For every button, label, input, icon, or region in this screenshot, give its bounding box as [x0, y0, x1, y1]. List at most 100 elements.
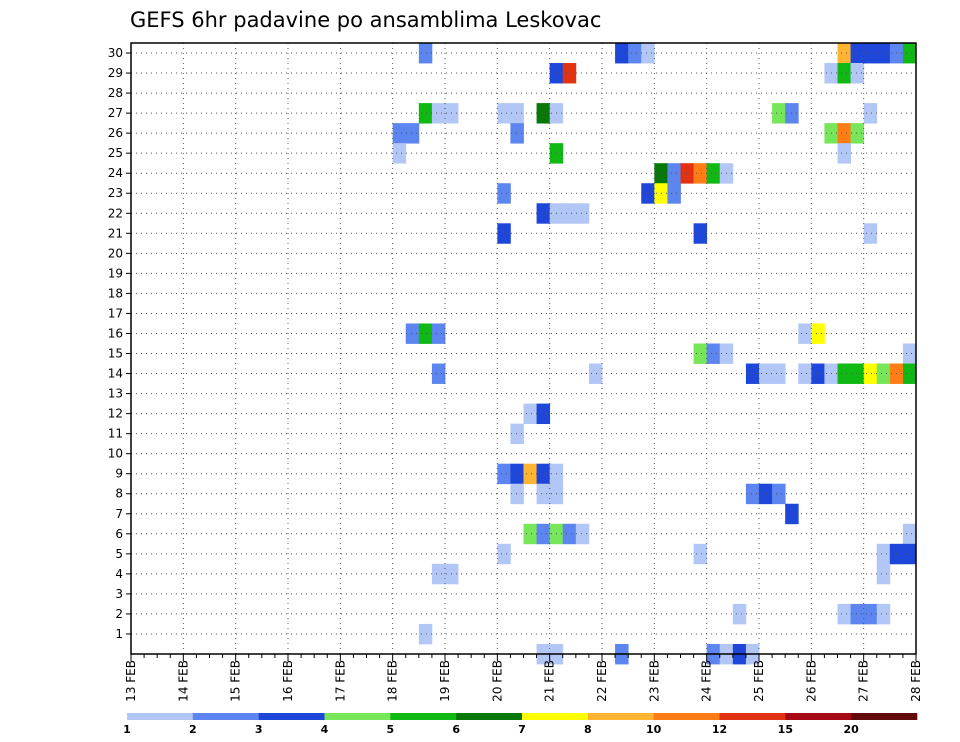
y-tick-label: 11	[108, 427, 123, 441]
heatmap-cell	[850, 123, 865, 144]
y-tick-label: 23	[108, 186, 123, 200]
x-tick-label: 26 FEB	[804, 660, 818, 702]
heatmap-cell	[667, 163, 681, 184]
heatmap-cell	[876, 603, 891, 625]
heatmap-cell	[811, 363, 825, 384]
heatmap-cell	[693, 543, 708, 565]
x-tick-label: 18 FEB	[386, 660, 400, 702]
y-tick-label: 27	[108, 106, 123, 120]
y-tick-label: 19	[108, 266, 123, 280]
legend-swatch	[851, 713, 918, 720]
heatmap-cell	[850, 363, 865, 384]
heatmap-cell	[510, 483, 524, 505]
heatmap-cell	[837, 63, 851, 84]
heatmap-cell	[497, 183, 511, 204]
y-tick-label: 13	[108, 387, 123, 401]
heatmap-cell	[837, 43, 851, 64]
heatmap-cell	[837, 143, 851, 164]
legend-label: 6	[452, 723, 460, 736]
legend-swatch	[522, 713, 589, 720]
legend-swatch	[456, 713, 523, 720]
x-tick-label: 22 FEB	[595, 660, 609, 702]
y-tick-label: 17	[108, 306, 123, 320]
y-tick-label: 25	[108, 146, 123, 160]
legend-swatch	[785, 713, 852, 720]
heatmap-cell	[405, 323, 420, 344]
heatmap-cell	[431, 323, 446, 344]
legend-swatch	[127, 713, 194, 720]
heatmap-cell	[863, 223, 878, 244]
y-tick-label: 24	[108, 166, 123, 180]
heatmap-cell	[772, 103, 786, 124]
legend-label: 8	[584, 723, 592, 736]
x-tick-label: 28 FEB	[909, 660, 923, 702]
heatmap-cell	[693, 163, 708, 184]
heatmap-cell	[431, 103, 446, 124]
heatmap-cell	[863, 363, 878, 384]
grid-lines	[131, 43, 916, 654]
heatmap-cell	[536, 203, 551, 224]
x-tick-label: 27 FEB	[857, 660, 871, 702]
heatmap-cell	[418, 103, 433, 124]
heatmap-cell	[850, 43, 865, 64]
heatmap-cell	[497, 543, 511, 565]
heatmap-cell	[811, 323, 825, 344]
heatmap-cell	[510, 103, 524, 124]
x-tick-label: 24 FEB	[700, 660, 714, 702]
heatmap-cell	[693, 343, 708, 364]
heatmap-cell	[405, 123, 420, 144]
heatmap-cell	[902, 543, 917, 565]
heatmap-cells	[392, 43, 917, 665]
x-tick-label: 25 FEB	[752, 660, 766, 702]
y-tick-label: 21	[108, 226, 123, 240]
heatmap-cell	[523, 523, 537, 545]
heatmap-cell	[759, 363, 773, 384]
y-tick-label: 22	[108, 206, 123, 220]
x-tick-label: 15 FEB	[229, 660, 243, 702]
heatmap-cell	[772, 363, 786, 384]
x-tick-label: 23 FEB	[647, 660, 661, 702]
color-legend: 1 2 3 4 5 6 7 8 10 12 15 20	[123, 713, 918, 736]
heatmap-cell	[798, 323, 812, 344]
y-tick-label: 20	[108, 246, 123, 260]
heatmap-cell	[536, 103, 551, 124]
heatmap-cell	[418, 323, 433, 344]
heatmap-cell	[523, 403, 537, 425]
y-tick-label: 30	[108, 46, 123, 60]
heatmap-cell	[641, 183, 655, 204]
heatmap-cell	[772, 483, 786, 505]
x-tick-label: 13 FEB	[124, 660, 138, 702]
heatmap-cell	[837, 123, 851, 144]
heatmap-cell	[497, 463, 511, 485]
legend-label: 20	[844, 723, 860, 736]
x-tick-label: 17 FEB	[333, 660, 347, 702]
y-tick-label: 12	[108, 407, 123, 421]
y-tick-label: 3	[115, 587, 123, 601]
legend-swatch	[653, 713, 720, 720]
legend-swatch	[324, 713, 391, 720]
y-tick-label: 28	[108, 86, 123, 100]
heatmap-cell	[575, 203, 590, 224]
legend-swatch	[390, 713, 457, 720]
x-tick-label: 20 FEB	[490, 660, 504, 702]
legend-label: 15	[778, 723, 793, 736]
heatmap-cell	[759, 483, 773, 505]
x-tick-label: 16 FEB	[281, 660, 295, 702]
legend-swatch	[192, 713, 259, 720]
heatmap-cell	[837, 603, 851, 625]
legend-label: 7	[518, 723, 526, 736]
y-tick-label: 18	[108, 286, 123, 300]
heatmap-cell	[431, 363, 446, 384]
heatmap-cell	[536, 523, 551, 545]
y-axis-ticks: 1234567891011121314151617181920212223242…	[108, 46, 131, 641]
y-tick-label: 7	[115, 507, 123, 521]
heatmap-cell	[641, 43, 655, 64]
heatmap-cell	[536, 403, 551, 425]
heatmap-cell	[706, 163, 721, 184]
heatmap-cell	[745, 363, 760, 384]
legend-swatch	[258, 713, 325, 720]
y-tick-label: 29	[108, 66, 123, 80]
heatmap-cell	[850, 603, 865, 625]
heatmap-cell	[497, 103, 511, 124]
heatmap-cell	[902, 343, 917, 364]
